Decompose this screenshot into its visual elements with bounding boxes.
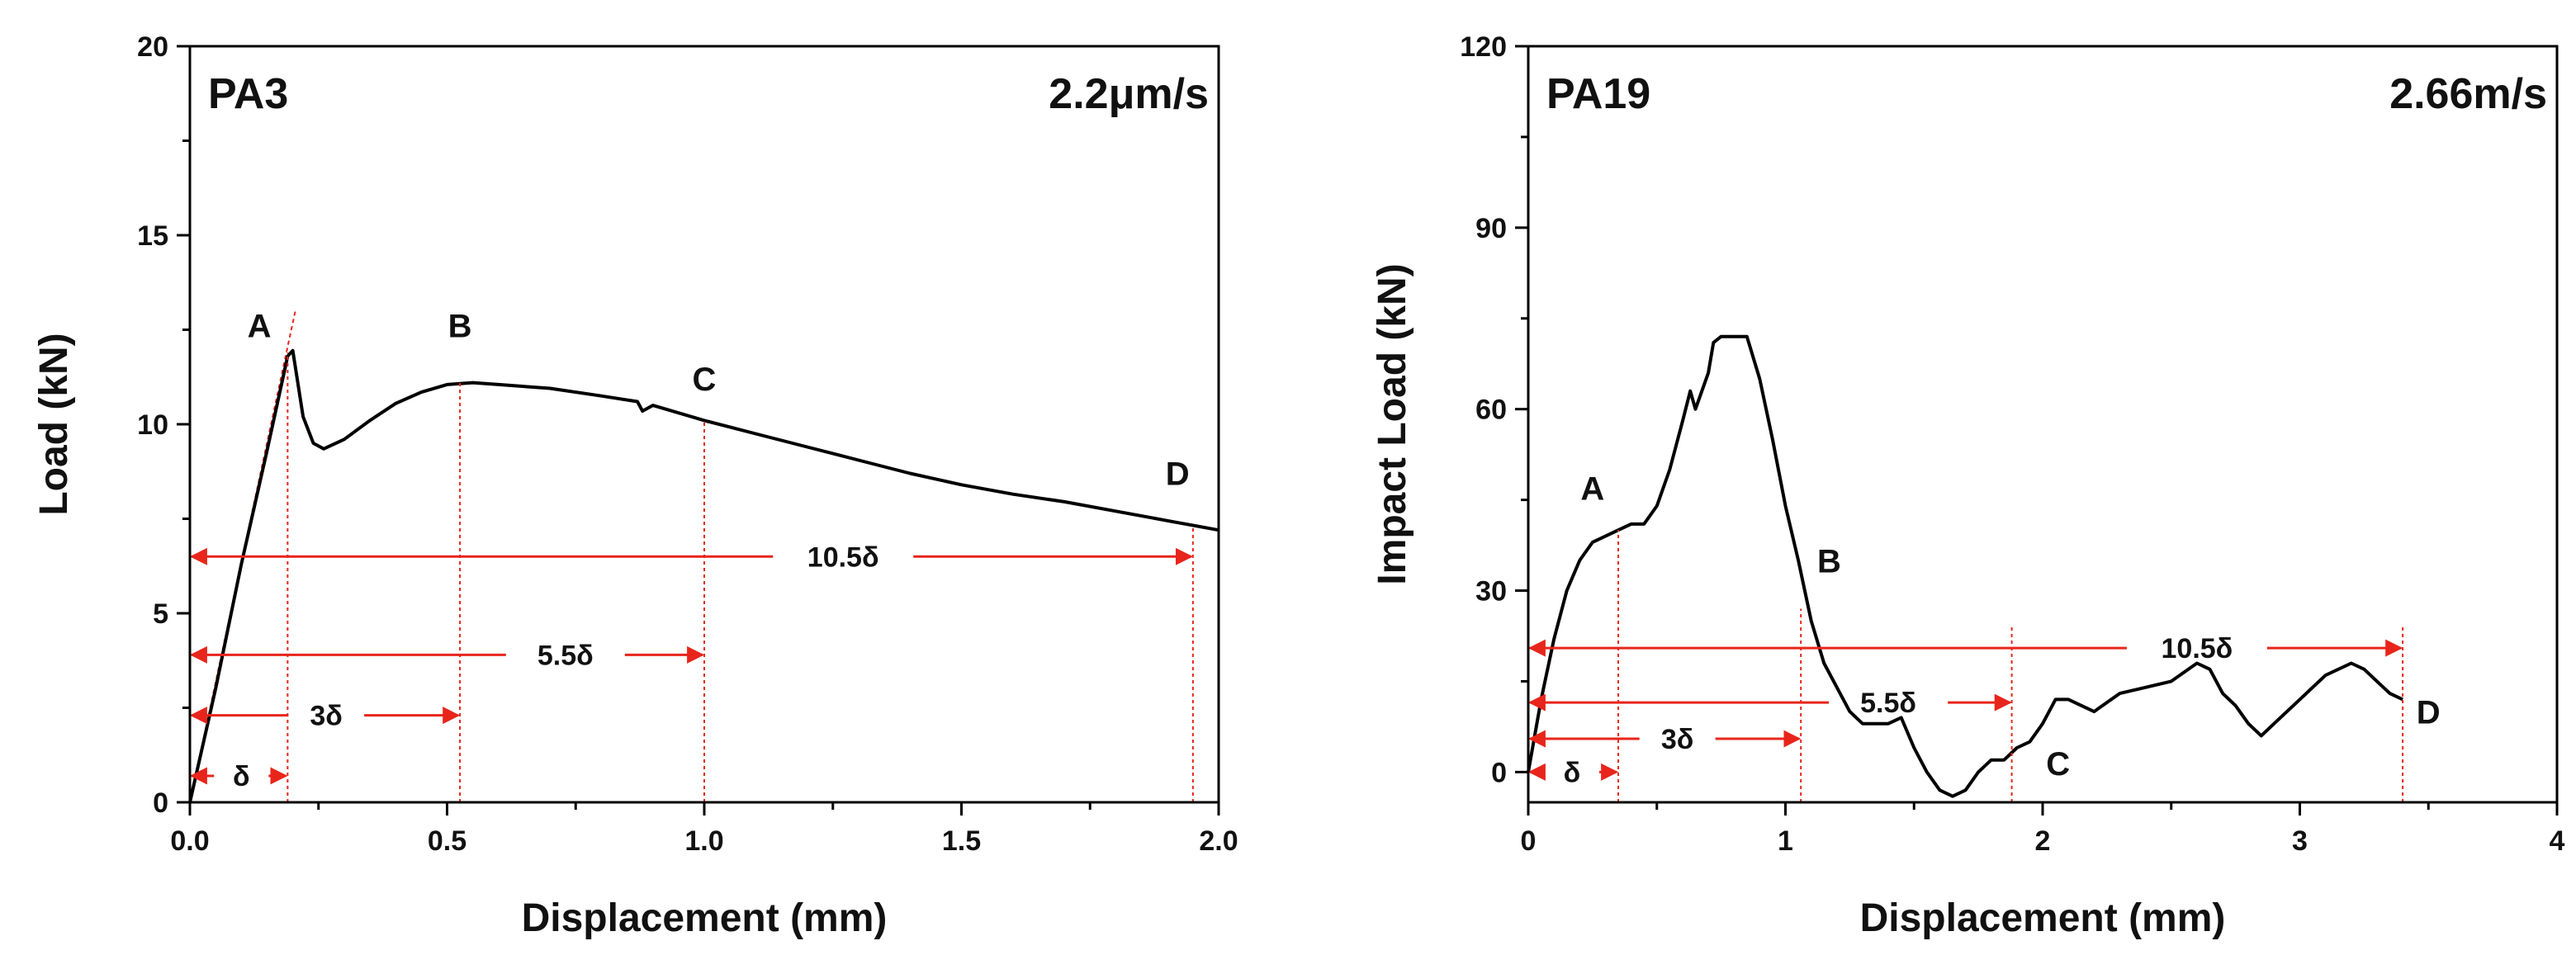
y-axis-title-pa19: Impact Load (kN) <box>1371 263 1414 584</box>
rate-label-pa19: 2.66m/s <box>2389 70 2547 118</box>
x-tick-label: 0.0 <box>170 825 209 857</box>
interval-label: 3δ <box>310 701 343 732</box>
y-axis-title-pa3: Load (kN) <box>32 333 76 515</box>
y-tick-label: 20 <box>137 31 168 63</box>
interval-label: δ <box>233 761 250 792</box>
interval-label: δ <box>1564 757 1581 788</box>
panel-label-pa3: PA3 <box>208 70 288 118</box>
x-tick-label: 3 <box>2292 825 2308 857</box>
y-tick-label: 120 <box>1460 31 1507 63</box>
x-tick-label: 0 <box>1521 825 1537 857</box>
interval-label: 5.5δ <box>1860 688 1916 719</box>
y-tick-label: 90 <box>1475 213 1507 244</box>
interval-label: 10.5δ <box>2162 633 2233 664</box>
plot-frame-pa3 <box>188 45 1220 804</box>
y-tick-label: 60 <box>1475 395 1507 426</box>
chart-panel-pa3: δ 3δ 5.5δ 10.5δ 0.0 0.5 1.0 1.5 2.0 0 5 10 15 20 A B C… <box>32 31 1238 940</box>
y-tick-label: 5 <box>153 598 168 630</box>
series-line-impact-load <box>1527 334 2403 798</box>
interval-arrow: 3δ <box>1527 724 1802 755</box>
panel-label-pa19: PA19 <box>1546 70 1650 118</box>
interval-arrow: 5.5δ <box>1527 688 2012 719</box>
point-label-a: A <box>1580 471 1604 508</box>
point-label-b: B <box>1817 544 1841 580</box>
interval-label: 5.5δ <box>537 640 594 671</box>
y-tick-label: 0 <box>153 787 168 819</box>
x-axis-title-pa19: Displacement (mm) <box>1860 896 2226 940</box>
point-label-c: C <box>693 362 717 398</box>
interval-arrow: δ <box>1527 757 1619 788</box>
x-tick-label: 1.0 <box>684 825 723 857</box>
x-tick-label: 1.5 <box>942 825 981 857</box>
x-tick-label: 2 <box>2035 825 2051 857</box>
y-tick-label: 10 <box>137 409 168 441</box>
point-label-a: A <box>248 309 272 345</box>
plot-frame-pa19 <box>1527 45 2559 804</box>
x-axis-title-pa3: Displacement (mm) <box>522 896 888 940</box>
point-label-b: B <box>448 309 472 345</box>
series-line-load <box>188 348 1219 803</box>
x-tick-label: 2.0 <box>1199 825 1238 857</box>
point-label-d: D <box>1166 456 1190 492</box>
point-label-d: D <box>2417 695 2441 731</box>
y-tick-label: 30 <box>1475 576 1507 608</box>
chart-panel-pa19: δ 3δ 5.5δ 10.5δ 0 1 2 3 4 0 30 60 90 120 A B C D PA19 2… <box>1371 31 2565 940</box>
interval-arrow: 10.5δ <box>1527 633 2403 664</box>
y-tick-label: 0 <box>1491 757 1507 788</box>
y-tick-label: 15 <box>137 220 168 252</box>
rate-label-pa3: 2.2μm/s <box>1049 70 1209 118</box>
interval-arrow: 5.5δ <box>189 640 705 671</box>
point-label-c: C <box>2046 746 2070 782</box>
interval-label: 3δ <box>1661 724 1694 755</box>
x-tick-label: 4 <box>2550 825 2565 857</box>
x-tick-label: 1 <box>1778 825 1793 857</box>
x-tick-label: 0.5 <box>428 825 466 857</box>
interval-arrow: 10.5δ <box>189 541 1193 573</box>
interval-arrow: δ <box>189 761 288 792</box>
interval-arrow: 3δ <box>189 701 461 732</box>
interval-label: 10.5δ <box>807 541 879 573</box>
